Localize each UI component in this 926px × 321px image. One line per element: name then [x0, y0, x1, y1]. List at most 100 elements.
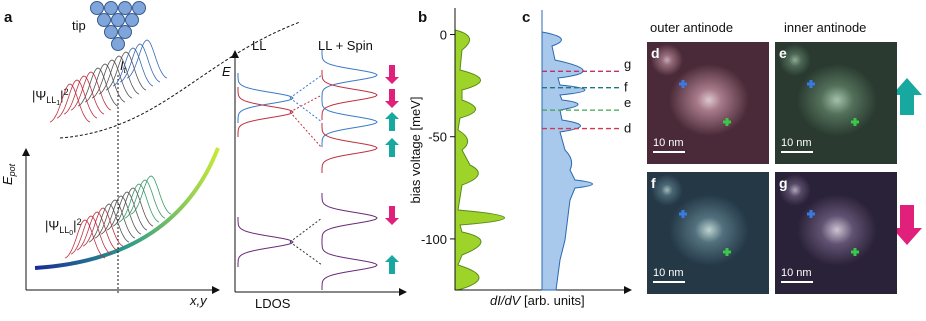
txt: pot	[7, 163, 17, 177]
ldos-peak	[321, 97, 378, 147]
wavefunction	[70, 71, 112, 111]
tip-atom	[90, 1, 104, 15]
e-axis-label: E	[222, 64, 231, 79]
ldos-peak	[321, 70, 378, 120]
ldos-peak	[237, 217, 294, 267]
ll-label: LL	[252, 38, 266, 53]
marker-green	[723, 248, 731, 256]
split-line	[289, 94, 323, 113]
stm-feature	[651, 174, 683, 206]
potential-curve	[34, 147, 220, 270]
wavefunction	[126, 39, 168, 79]
ldos-peak	[321, 50, 378, 100]
spin-arrow	[892, 205, 922, 245]
spin-arrow	[385, 112, 399, 131]
marker-blue	[807, 80, 815, 88]
txt: [arb. units]	[520, 293, 584, 308]
spectrum	[454, 10, 505, 291]
tile-label: d	[651, 45, 660, 61]
txt: LL	[59, 225, 69, 235]
wavefunction	[64, 219, 106, 259]
panel-images: outer antinode inner antinode d 10 nm e 10 …	[647, 20, 922, 294]
marker-blue	[679, 80, 687, 88]
wavefunction	[94, 199, 136, 239]
marker-label: d	[624, 121, 631, 136]
tip-atom	[111, 13, 125, 27]
tip-label: tip	[72, 18, 86, 33]
txt: dI/dV	[490, 293, 522, 308]
ll-spin-label: LL + Spin	[318, 38, 373, 53]
wavefunction	[112, 187, 154, 227]
txt: |	[60, 88, 63, 103]
panel-label: b	[418, 9, 427, 26]
stm-feature	[779, 44, 811, 76]
epot-label: Epot	[0, 163, 17, 185]
tile-label: f	[651, 175, 656, 191]
tip-atom	[111, 37, 125, 51]
wavefunction	[105, 51, 147, 91]
txt: t	[124, 65, 127, 75]
stm-feature	[651, 44, 683, 76]
psi1-label: |ΨLL1|2	[32, 87, 69, 107]
txt: LL	[46, 95, 56, 105]
marker-blue	[807, 210, 815, 218]
wavefunction	[84, 63, 126, 103]
wavefunction	[118, 183, 160, 223]
txt: 2	[64, 87, 69, 97]
wavefunction	[130, 175, 172, 215]
ldos-label: LDOS	[255, 296, 291, 311]
tip-atom	[125, 13, 139, 27]
txt: 1	[56, 100, 60, 107]
wavefunction	[82, 207, 124, 247]
wavefunction	[77, 67, 119, 107]
x-axis-label: x,y	[189, 293, 208, 308]
tip-atom	[104, 25, 118, 39]
marker-label: e	[624, 95, 631, 110]
txt: I	[120, 58, 124, 73]
panel-a: a tip It Epot x,y |ΨLL1|2 |ΨLL0|2 E LL L…	[0, 1, 407, 311]
wavefunction	[76, 211, 118, 251]
stm-feature	[797, 194, 877, 266]
wavefunction	[119, 43, 161, 83]
marker-label: f	[624, 80, 628, 95]
split-line	[289, 97, 323, 123]
y-tick-label: -100	[421, 232, 447, 247]
tile-label: g	[779, 175, 788, 191]
marker-green	[851, 118, 859, 126]
wavefunction	[106, 191, 148, 231]
wavefunction	[63, 75, 105, 115]
wavefunction	[124, 179, 166, 219]
tile-label: e	[779, 45, 787, 61]
potential-curve	[59, 21, 301, 139]
spin-arrow	[385, 138, 399, 157]
spin-arrow	[385, 206, 399, 225]
column-title: outer antinode	[650, 20, 733, 35]
tip-atom	[132, 1, 146, 15]
wavefunction	[56, 79, 98, 119]
txt: 0	[69, 230, 73, 237]
ldos-peak	[321, 123, 378, 173]
wavefunction	[91, 59, 133, 99]
tip-atom	[97, 13, 111, 27]
ldos-peak	[237, 73, 294, 123]
stm-feature	[779, 174, 811, 206]
psi0-label: |ΨLL0|2	[45, 217, 82, 237]
marker-blue	[679, 210, 687, 218]
marker-green	[851, 248, 859, 256]
txt: E	[0, 176, 15, 185]
txt: 2	[77, 217, 82, 227]
ldos-peak	[321, 193, 378, 243]
txt: |	[73, 218, 76, 233]
scale-label: 10 nm	[781, 267, 812, 279]
current-label: It	[120, 58, 127, 75]
stm-feature	[669, 64, 749, 136]
tip-atom	[118, 25, 132, 39]
txt: |Ψ	[45, 218, 59, 233]
tip-atom	[118, 1, 132, 15]
ldos-peak	[321, 240, 378, 290]
split-line	[289, 217, 323, 243]
spin-arrow	[385, 255, 399, 274]
scale-label: 10 nm	[781, 137, 812, 149]
